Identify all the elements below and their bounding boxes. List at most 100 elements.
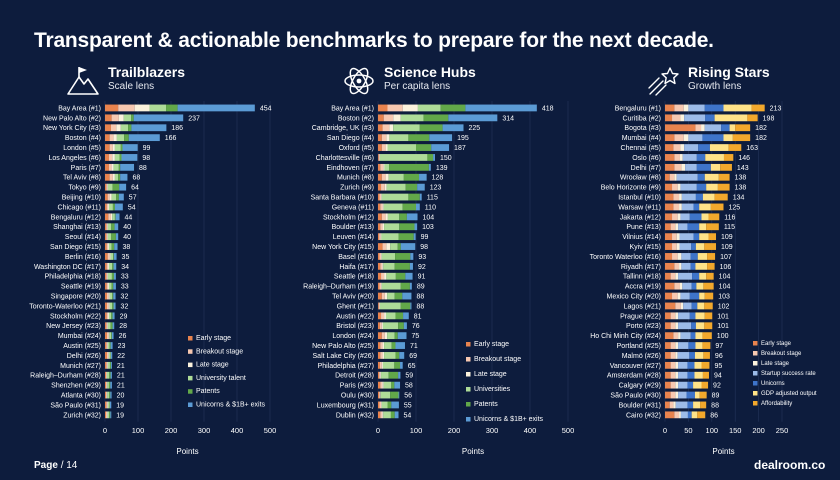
bar-segment — [110, 322, 113, 330]
x-tick-label: 400 — [231, 426, 244, 435]
bar-segment — [688, 342, 696, 349]
bar-segment — [108, 163, 112, 171]
bar-segment — [379, 282, 382, 290]
bar-segment — [680, 144, 685, 151]
legend-swatch — [466, 417, 471, 422]
bar-segment — [400, 243, 416, 250]
x-tick-label: 200 — [448, 426, 461, 435]
bar-segment — [681, 253, 691, 260]
bar-segment — [393, 114, 401, 122]
bar-segment — [378, 253, 380, 260]
bar-segment — [381, 193, 409, 201]
bar-segment — [699, 223, 707, 231]
bar-segment — [383, 163, 385, 171]
page-number: 14 — [66, 460, 78, 471]
category-label: Philadelphia (#18) — [45, 274, 101, 281]
value-label: 99 — [143, 145, 151, 152]
bar-segment — [381, 134, 387, 142]
value-label: 98 — [142, 155, 150, 162]
legend-label: Unicorns & $1B+ exits — [474, 416, 544, 423]
bar-segment — [387, 401, 392, 409]
bar-segment — [382, 262, 384, 270]
legend-swatch — [466, 402, 471, 407]
bar-segment — [131, 114, 134, 122]
value-label: 138 — [735, 185, 747, 192]
legend-swatch — [188, 389, 193, 394]
bar-segment — [108, 312, 112, 320]
bar-segment — [679, 193, 682, 201]
legend-label: Breakout stage — [761, 351, 802, 357]
bar-segment — [105, 243, 107, 250]
category-label: Vancouver (#27) — [610, 363, 661, 370]
bar-segment — [119, 154, 122, 161]
legend-label: University talent — [196, 375, 246, 382]
bar-segment — [106, 391, 108, 399]
bar-segment — [106, 401, 108, 409]
x-tick-label: 500 — [264, 426, 277, 435]
value-label: 40 — [123, 224, 131, 231]
category-label: Tokyo (#9) — [68, 185, 101, 192]
bar-segment — [379, 193, 382, 201]
bar-segment — [687, 411, 692, 419]
bar-segment — [114, 203, 123, 211]
bar-segment — [403, 322, 407, 330]
legend-label: Breakout stage — [474, 356, 521, 363]
bar-segment — [665, 272, 671, 280]
category-label: New York City (#3) — [43, 125, 101, 132]
bar-segment — [105, 401, 107, 409]
panel-subtitle: Growth lens — [688, 81, 742, 92]
legend-swatch — [753, 381, 758, 386]
bar-segment — [113, 272, 116, 280]
value-label: 116 — [724, 214, 735, 221]
bar-segment — [679, 262, 682, 270]
x-tick-label: 200 — [752, 426, 765, 435]
bar-segment — [714, 193, 728, 201]
bar-segment — [112, 312, 115, 320]
bar-segment — [105, 302, 107, 310]
bar-segment — [384, 342, 392, 349]
bar-segment — [107, 361, 110, 369]
bar-segment — [399, 352, 405, 359]
bar-segment — [381, 312, 385, 320]
bar-segment — [678, 381, 688, 389]
category-label: Salt Lake City (#26) — [313, 353, 374, 360]
bar-segment — [379, 391, 381, 399]
value-label: 21 — [117, 383, 125, 390]
bar-segment — [120, 173, 128, 181]
bar-segment — [670, 381, 676, 389]
bar-segment — [114, 144, 121, 151]
bar-segment — [704, 104, 724, 112]
bar-segment — [665, 144, 674, 151]
bar-segment — [672, 213, 678, 221]
bar-segment — [391, 401, 399, 409]
bar-segment — [381, 401, 388, 409]
bar-segment — [687, 401, 694, 409]
bar-segment — [386, 243, 391, 250]
value-label: 95 — [714, 363, 722, 370]
legend-label: Patents — [474, 401, 498, 408]
bar-segment — [383, 114, 394, 122]
value-label: 32 — [121, 303, 129, 310]
bar-segment — [670, 312, 676, 320]
bar-segment — [678, 312, 690, 320]
bar-segment — [673, 332, 679, 340]
category-label: Boston (#4) — [65, 135, 101, 142]
legend-swatch — [753, 391, 758, 396]
bar-segment — [681, 203, 694, 211]
bar-segment — [706, 223, 719, 231]
bar-segment — [389, 134, 409, 142]
bar-segment — [381, 144, 386, 151]
bar-segment — [382, 203, 384, 211]
bar-segment — [681, 193, 696, 201]
bar-segment — [405, 272, 413, 280]
category-label: Bogota (#3) — [624, 125, 661, 132]
bar-segment — [106, 183, 108, 191]
bar-segment — [665, 262, 675, 270]
value-label: 89 — [417, 284, 425, 291]
bar-segment — [105, 332, 107, 340]
bar-segment — [107, 391, 110, 399]
bar-segment — [107, 223, 112, 231]
bar-segment — [381, 292, 385, 300]
bar-segment — [675, 312, 679, 320]
bar-segment — [384, 292, 388, 300]
